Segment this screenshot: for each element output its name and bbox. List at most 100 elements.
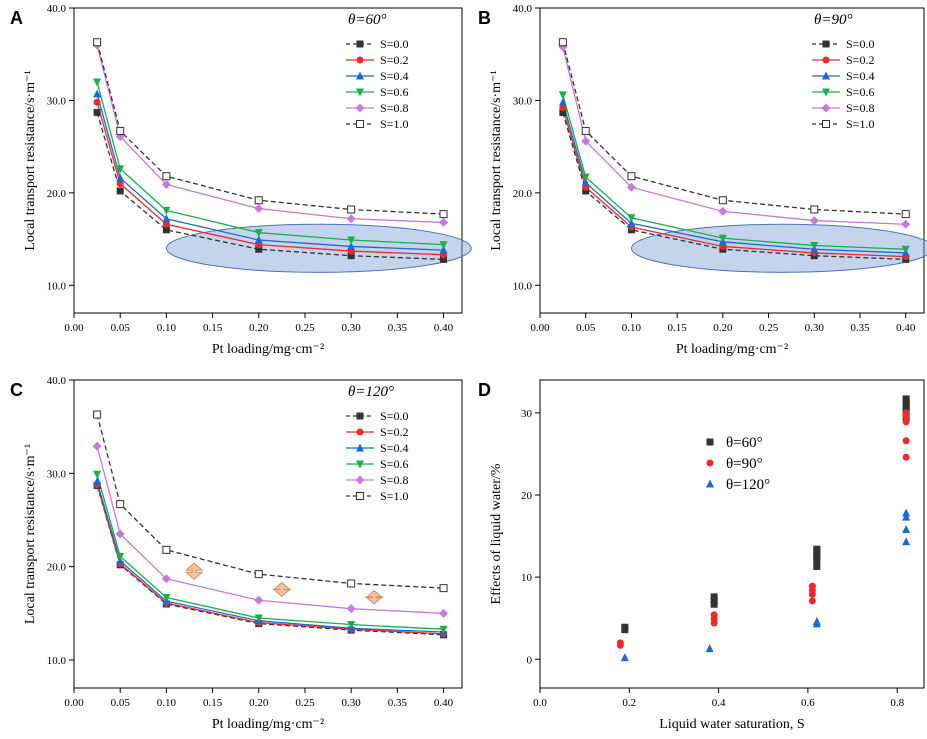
series-line-10 [96,414,444,589]
series-line-08 [96,446,444,614]
x-tick-label: 0.00 [64,322,84,334]
data-point [162,226,170,234]
x-tick-label: 0.15 [668,322,688,334]
series-line-00 [562,112,906,261]
series-line-00 [96,112,444,261]
data-point [627,214,636,223]
x-tick-label: 0.25 [759,322,779,334]
data-point [347,241,356,250]
data-point [439,217,449,227]
scatter-point [902,418,910,426]
x-tick-label: 0.05 [576,322,596,334]
data-point [901,219,911,229]
legend-label: θ=60° [726,435,763,451]
legend-label: S=0.6 [380,85,408,99]
x-tick-label: 0.0 [533,697,547,709]
double-arrow [184,562,204,580]
scatter-point [710,600,718,608]
data-point [347,621,356,630]
y-tick-label: 30.0 [513,95,533,107]
x-tick-label: 0.10 [157,322,177,334]
x-axis-label: Pt loading/mg·cm⁻² [676,342,788,357]
panel-c: C 0.00 0.05 0.10 0.15 0.20 0.25 0.30 0.35 0.40 10.… [10,375,463,732]
data-point [162,214,171,223]
data-point [161,180,171,190]
scatter-point [621,623,629,631]
y-tick-label: 20.0 [513,188,533,200]
scatter-point [813,562,821,570]
y-tick-label: 20 [521,490,533,502]
data-point [116,552,125,561]
plot-frame [73,379,463,689]
scatter-point [902,409,910,417]
legend-label: S=0.6 [846,85,874,99]
y-axis-label: Effects of liquid water/% [489,463,504,604]
double-arrow [364,589,384,605]
data-point [93,410,102,419]
scatter-point [808,597,816,605]
legend-marker [822,40,830,48]
x-tick-label: 0.30 [342,322,362,334]
x-tick-label: 0.30 [342,697,362,709]
legend-label: S=0.8 [380,473,408,487]
data-point [627,172,636,181]
x-tick-label: 0.35 [388,322,408,334]
series-line-08 [96,44,444,224]
legend-label: S=1.0 [846,117,874,131]
y-tick-label: 10.0 [47,280,67,292]
data-point [254,595,264,605]
legend-marker [356,443,364,452]
x-tick-label: 0.25 [295,697,315,709]
data-point [627,218,636,227]
x-axis-label: Liquid water saturation, S [659,717,804,732]
data-point [440,255,448,263]
x-tick-label: 0.30 [805,322,825,334]
y-tick-label: 10.0 [47,655,67,667]
data-point [116,165,125,174]
legend-marker [356,120,364,128]
legend-marker [706,479,714,488]
data-point [254,196,263,205]
data-point [439,625,448,634]
data-point [162,172,171,181]
data-point [439,608,449,618]
legend-label: S=1.0 [380,489,408,503]
legend-title: θ=120° [348,384,394,400]
scatter-point [620,653,629,662]
data-point [93,78,102,87]
data-point [439,584,448,593]
x-axis-label: Pt loading/mg·cm⁻² [212,717,324,732]
legend-title: θ=90° [814,12,853,28]
x-axis-label: Pt loading/mg·cm⁻² [212,342,324,357]
legend-label: S=0.6 [380,457,408,471]
data-point [254,204,264,214]
data-point [254,570,263,579]
y-axis-label: Local transport resistance/s·m⁻¹ [23,444,38,624]
x-tick-label: 0.6 [801,697,815,709]
data-point [254,614,263,623]
scatter-point [808,582,816,590]
data-point [255,245,263,253]
panel-a: A 0.00 0.05 0.10 0.15 0.20 0.25 0.30 0.35 0.40 10.… [10,3,472,357]
legend-marker [822,56,830,64]
legend-marker [822,88,830,97]
y-tick-label: 40.0 [513,3,533,15]
data-point [439,210,448,219]
data-point [161,574,171,584]
data-point [559,108,567,116]
y-tick-label: 30.0 [47,468,67,480]
legend-label: S=0.8 [380,101,408,115]
double-arrow [272,581,292,598]
data-point [162,545,171,554]
data-point [718,234,727,243]
legend-marker [706,459,714,467]
legend-marker [356,428,364,436]
legend-marker [355,103,365,113]
x-tick-label: 0.20 [249,322,269,334]
data-point [346,604,356,614]
legend-label: θ=90° [726,456,763,472]
legend-title: θ=60° [348,12,387,28]
panel-letter: B [478,8,491,28]
data-point [254,235,263,244]
data-point [718,206,728,216]
